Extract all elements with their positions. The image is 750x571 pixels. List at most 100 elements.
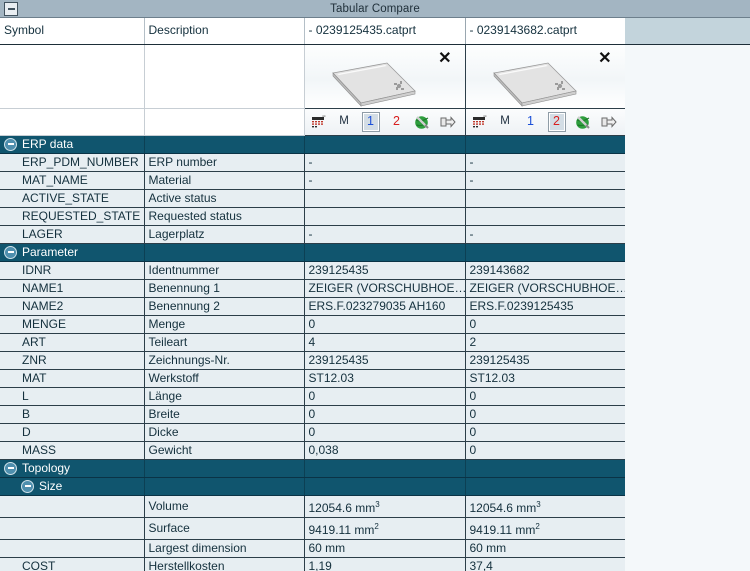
section-title-cell-parameter[interactable]: Parameter <box>0 243 145 262</box>
table-row[interactable]: Volume 12054.6 mm3 12054.6 mm3 <box>0 495 626 518</box>
section-header-row-size[interactable]: Size <box>0 477 626 496</box>
table-row[interactable]: L Länge 0 0 <box>0 387 626 406</box>
toolbar-m-label-a[interactable]: M <box>339 115 349 127</box>
table-row[interactable]: MAT_NAME Material - - <box>0 171 626 190</box>
part-thumbnail-a[interactable]: ✕ <box>304 44 464 107</box>
export-icon[interactable] <box>440 113 457 131</box>
table-row[interactable]: ACTIVE_STATE Active status <box>0 189 626 208</box>
cell-value-b: 60 mm <box>465 539 626 558</box>
table-row[interactable]: Surface 9419.11 mm2 9419.11 mm2 <box>0 517 626 540</box>
cell-symbol: D <box>0 423 145 442</box>
cell-value-b: 0 <box>465 423 626 442</box>
column-header-description[interactable]: Description <box>144 18 305 45</box>
table-view-icon[interactable] <box>310 113 327 131</box>
thumbnail-toolbar-a: M 1 2 <box>304 108 464 134</box>
cell-value-b: 37,4 <box>465 557 626 571</box>
toolbar-view-2-b[interactable]: 2 <box>547 111 566 132</box>
cell-value-a: - <box>304 153 466 172</box>
cell-value-b: 239125435 <box>465 351 626 370</box>
rotate-view-icon[interactable] <box>414 113 431 131</box>
table-row[interactable]: NAME1 Benennung 1 ZEIGER (VORSCHUBHOE… ZEIG… <box>0 279 626 298</box>
table-row[interactable]: NAME2 Benennung 2 ERS.F.023279035 AH160 ERS… <box>0 297 626 316</box>
close-icon[interactable]: ✕ <box>438 49 452 67</box>
section-empty-cell-b <box>465 135 626 154</box>
section-label: Size <box>39 478 63 493</box>
cell-description: Werkstoff <box>144 369 305 388</box>
table-row[interactable]: B Breite 0 0 <box>0 405 626 424</box>
section-title-cell-size[interactable]: Size <box>0 477 145 496</box>
table-row[interactable]: COST Herstellkosten 1,19 37,4 <box>0 557 626 571</box>
window-titlebar: Tabular Compare <box>0 0 750 18</box>
column-header-symbol[interactable]: Symbol <box>0 18 145 45</box>
section-label-wrap: Size <box>4 478 143 495</box>
cell-value-a <box>304 207 466 226</box>
table-row[interactable]: ART Teileart 4 2 <box>0 333 626 352</box>
table-row[interactable]: MAT Werkstoff ST12.03 ST12.03 <box>0 369 626 388</box>
close-icon[interactable]: ✕ <box>598 49 612 67</box>
section-empty-cell-description <box>144 477 305 496</box>
cell-description: Largest dimension <box>144 539 305 558</box>
cell-description: Länge <box>144 387 305 406</box>
toolbar-view-1-a[interactable]: 1 <box>361 111 380 132</box>
unit-exponent: 2 <box>374 521 379 531</box>
collapse-minus-icon[interactable] <box>4 137 17 151</box>
table-view-icon[interactable] <box>471 113 488 131</box>
cell-value-a <box>304 189 466 208</box>
export-icon[interactable] <box>601 113 618 131</box>
cell-description: Benennung 2 <box>144 297 305 316</box>
column-header-file-a[interactable]: - 0239125435.catprt <box>304 18 466 45</box>
section-header-row-topology[interactable]: Topology <box>0 459 626 478</box>
table-row[interactable]: ERP_PDM_NUMBER ERP number - - <box>0 153 626 172</box>
section-header-row-parameter[interactable]: Parameter <box>0 243 626 262</box>
cell-value-a: 239125435 <box>304 261 466 280</box>
table-row[interactable]: LAGER Lagerplatz - - <box>0 225 626 244</box>
minimize-icon[interactable] <box>4 2 18 16</box>
table-header-row: Symbol Description - 0239125435.catprt -… <box>0 18 626 45</box>
cell-value-b: 2 <box>465 333 626 352</box>
compare-table-body: Symbol Description - 0239125435.catprt -… <box>0 18 626 571</box>
toolbar-spacer-symbol <box>0 108 145 136</box>
cell-symbol: ART <box>0 333 145 352</box>
section-label: ERP data <box>22 136 74 151</box>
collapse-minus-icon[interactable] <box>4 245 17 259</box>
table-row[interactable]: REQUESTED_STATE Requested status <box>0 207 626 226</box>
toolbar-view-1-b[interactable]: 1 <box>527 114 534 128</box>
thumbnail-toolbar-row: M 1 2 <box>0 108 626 136</box>
cell-value-b: 239143682 <box>465 261 626 280</box>
table-row[interactable]: MENGE Menge 0 0 <box>0 315 626 334</box>
part-geometry-icon-b <box>492 62 577 107</box>
section-title-cell-erp[interactable]: ERP data <box>0 135 145 154</box>
cell-value-a: 0 <box>304 405 466 424</box>
cell-value-b: 0 <box>465 405 626 424</box>
section-empty-cell-a <box>304 135 466 154</box>
thumbnail-cell-b[interactable]: ✕ <box>465 44 626 109</box>
cell-symbol: B <box>0 405 145 424</box>
section-empty-cell-a <box>304 243 466 262</box>
cell-symbol: MENGE <box>0 315 145 334</box>
toolbar-m-label-b[interactable]: M <box>500 115 510 127</box>
part-thumbnail-b[interactable]: ✕ <box>465 44 624 107</box>
rotate-view-icon[interactable] <box>575 113 592 131</box>
cell-value-b: ST12.03 <box>465 369 626 388</box>
section-title-cell-topology[interactable]: Topology <box>0 459 145 478</box>
minimize-glyph <box>7 8 15 10</box>
cell-description: Requested status <box>144 207 305 226</box>
table-row[interactable]: ZNR Zeichnungs-Nr. 239125435 239125435 <box>0 351 626 370</box>
table-right-filler <box>625 18 750 571</box>
cell-description: Material <box>144 171 305 190</box>
cell-value-a: 239125435 <box>304 351 466 370</box>
thumbnail-cell-a[interactable]: ✕ <box>304 44 466 109</box>
toolbar-view-2-a[interactable]: 2 <box>393 114 400 128</box>
section-label-wrap: Topology <box>4 460 143 477</box>
table-row[interactable]: IDNR Identnummer 239125435 239143682 <box>0 261 626 280</box>
collapse-minus-icon[interactable] <box>4 461 17 475</box>
cell-symbol <box>0 517 145 540</box>
table-row[interactable]: Largest dimension 60 mm 60 mm <box>0 539 626 558</box>
toolbar-spacer-description <box>144 108 305 136</box>
table-row[interactable]: MASS Gewicht 0,038 0 <box>0 441 626 460</box>
table-row[interactable]: D Dicke 0 0 <box>0 423 626 442</box>
section-header-row-erp[interactable]: ERP data <box>0 135 626 154</box>
column-header-file-b[interactable]: - 0239143682.catprt <box>465 18 626 45</box>
collapse-minus-icon[interactable] <box>21 479 34 493</box>
cell-value-a: - <box>304 225 466 244</box>
